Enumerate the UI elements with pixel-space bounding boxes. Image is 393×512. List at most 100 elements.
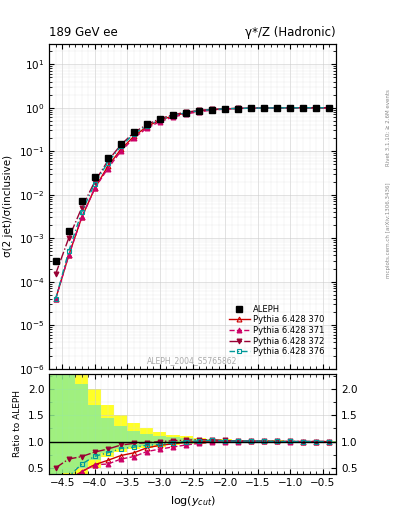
Pythia 6.428 376 <box>262 105 267 111</box>
Bar <box>271 440 284 442</box>
Bar <box>114 415 127 452</box>
Line: Pythia 6.428 371: Pythia 6.428 371 <box>53 105 332 302</box>
Pythia 6.428 370 <box>249 105 253 111</box>
Bar <box>219 440 232 442</box>
Pythia 6.428 370 <box>288 105 293 111</box>
Pythia 6.428 372 <box>288 105 293 111</box>
Y-axis label: σ(2 jet)/σ(inclusive): σ(2 jet)/σ(inclusive) <box>3 155 13 257</box>
Pythia 6.428 372 <box>223 105 228 112</box>
Text: Rivet 3.1.10; ≥ 2.6M events: Rivet 3.1.10; ≥ 2.6M events <box>386 90 391 166</box>
Pythia 6.428 371 <box>314 104 319 111</box>
Bar <box>310 441 323 442</box>
ALEPH <box>262 105 267 111</box>
Pythia 6.428 371 <box>158 119 162 125</box>
Pythia 6.428 371 <box>66 252 71 259</box>
Bar <box>284 441 297 442</box>
Pythia 6.428 376 <box>288 105 293 111</box>
ALEPH <box>184 110 188 116</box>
Pythia 6.428 376 <box>249 105 253 111</box>
ALEPH <box>158 116 162 122</box>
Bar <box>232 440 245 442</box>
Pythia 6.428 371 <box>53 296 58 302</box>
ALEPH <box>197 108 202 114</box>
Pythia 6.428 370 <box>79 215 84 221</box>
Bar <box>167 437 180 444</box>
Bar <box>219 439 232 443</box>
Bar <box>153 432 167 447</box>
Line: Pythia 6.428 376: Pythia 6.428 376 <box>53 105 332 301</box>
Pythia 6.428 376 <box>184 110 188 116</box>
ALEPH <box>118 140 123 146</box>
Bar <box>245 440 258 442</box>
Pythia 6.428 376 <box>327 104 332 111</box>
Pythia 6.428 370 <box>275 105 280 111</box>
ALEPH <box>145 121 149 127</box>
Bar <box>245 440 258 442</box>
ALEPH <box>236 105 241 112</box>
ALEPH <box>301 105 306 111</box>
Pythia 6.428 376 <box>158 117 162 123</box>
Pythia 6.428 370 <box>314 104 319 111</box>
ALEPH <box>66 227 71 233</box>
Pythia 6.428 371 <box>288 105 293 111</box>
Pythia 6.428 376 <box>79 209 84 215</box>
Pythia 6.428 371 <box>197 109 202 115</box>
Bar <box>127 431 140 447</box>
Bar <box>114 426 127 450</box>
Pythia 6.428 372 <box>66 235 71 241</box>
Bar <box>180 436 193 444</box>
Pythia 6.428 370 <box>145 123 149 130</box>
ALEPH <box>314 104 319 111</box>
Pythia 6.428 371 <box>327 104 332 111</box>
Pythia 6.428 370 <box>105 163 110 169</box>
Pythia 6.428 376 <box>92 181 97 187</box>
ALEPH <box>327 104 332 111</box>
Pythia 6.428 376 <box>275 105 280 111</box>
Pythia 6.428 371 <box>249 105 253 111</box>
Pythia 6.428 371 <box>118 148 123 154</box>
Bar <box>75 373 88 478</box>
Pythia 6.428 376 <box>145 122 149 129</box>
Pythia 6.428 372 <box>92 179 97 185</box>
Pythia 6.428 370 <box>210 106 215 113</box>
Pythia 6.428 370 <box>262 105 267 111</box>
Pythia 6.428 372 <box>327 104 332 111</box>
Bar <box>232 440 245 443</box>
Pythia 6.428 370 <box>118 146 123 153</box>
Pythia 6.428 376 <box>53 296 58 302</box>
Bar <box>193 438 206 443</box>
Pythia 6.428 370 <box>197 108 202 114</box>
Pythia 6.428 372 <box>118 142 123 148</box>
Bar <box>49 373 62 478</box>
Pythia 6.428 372 <box>79 205 84 211</box>
ALEPH <box>275 105 280 111</box>
Pythia 6.428 371 <box>275 105 280 111</box>
Bar <box>206 439 219 443</box>
Bar <box>258 441 271 442</box>
Bar <box>127 423 140 450</box>
Pythia 6.428 372 <box>197 108 202 114</box>
Bar <box>271 441 284 442</box>
ALEPH <box>105 155 110 161</box>
Pythia 6.428 370 <box>66 252 71 259</box>
Pythia 6.428 370 <box>223 106 228 112</box>
X-axis label: log($y_{cut}$): log($y_{cut}$) <box>170 494 215 508</box>
Pythia 6.428 376 <box>223 106 228 112</box>
Text: γ*/Z (Hadronic): γ*/Z (Hadronic) <box>245 26 336 38</box>
ALEPH <box>92 175 97 181</box>
Pythia 6.428 372 <box>210 106 215 113</box>
Bar <box>88 389 101 468</box>
Pythia 6.428 371 <box>236 105 241 112</box>
Pythia 6.428 372 <box>53 271 58 277</box>
Bar <box>88 405 101 460</box>
Text: 189 GeV ee: 189 GeV ee <box>49 26 118 38</box>
Bar <box>62 373 75 478</box>
Pythia 6.428 371 <box>145 125 149 131</box>
Pythia 6.428 370 <box>132 133 136 139</box>
Bar <box>167 435 180 445</box>
Pythia 6.428 371 <box>262 105 267 111</box>
ALEPH <box>223 106 228 112</box>
Pythia 6.428 370 <box>327 104 332 111</box>
Pythia 6.428 376 <box>105 159 110 165</box>
Pythia 6.428 372 <box>301 105 306 111</box>
